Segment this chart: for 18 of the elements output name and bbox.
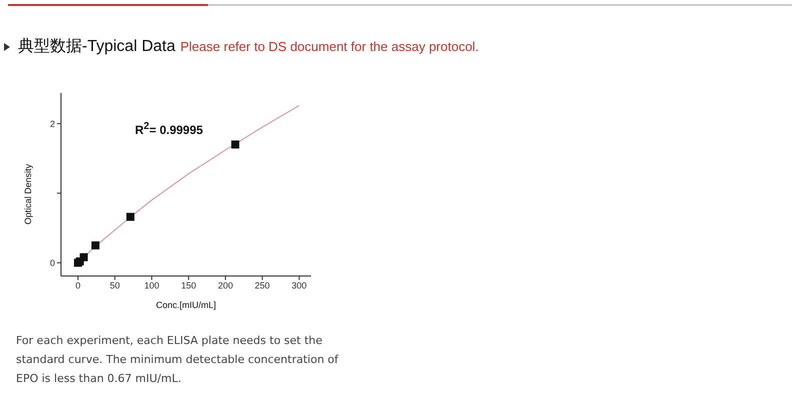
x-tick-label: 150: [181, 280, 196, 290]
x-axis-title: Conc.[mIU/mL]: [156, 300, 216, 310]
x-tick-label: 0: [75, 280, 80, 290]
y-axis-title: Optical Density: [23, 163, 34, 224]
x-tick-label: 50: [110, 280, 120, 290]
x-tick-label: 200: [218, 280, 233, 290]
x-tick-label: 300: [292, 280, 307, 290]
x-tick-label: 250: [254, 280, 270, 290]
point: [231, 140, 240, 148]
text: For each experiment, each ELISA plate needs to set the standard curve. The minimum detectable concentration of EPO is less than 0.67 mIU/mL.: [16, 333, 340, 387]
point: [80, 253, 88, 262]
point: [91, 241, 100, 250]
point: [126, 212, 134, 221]
x-tick-label: 100: [144, 280, 160, 290]
annotation: R$^{2}$= 0.99995: [135, 121, 203, 137]
y-tick-label: 2: [50, 118, 55, 129]
chart-title: 典型数据-Typical Data: [18, 36, 176, 57]
chart-subtitle: Please refer to DS document for the assay protocol.: [180, 39, 479, 54]
